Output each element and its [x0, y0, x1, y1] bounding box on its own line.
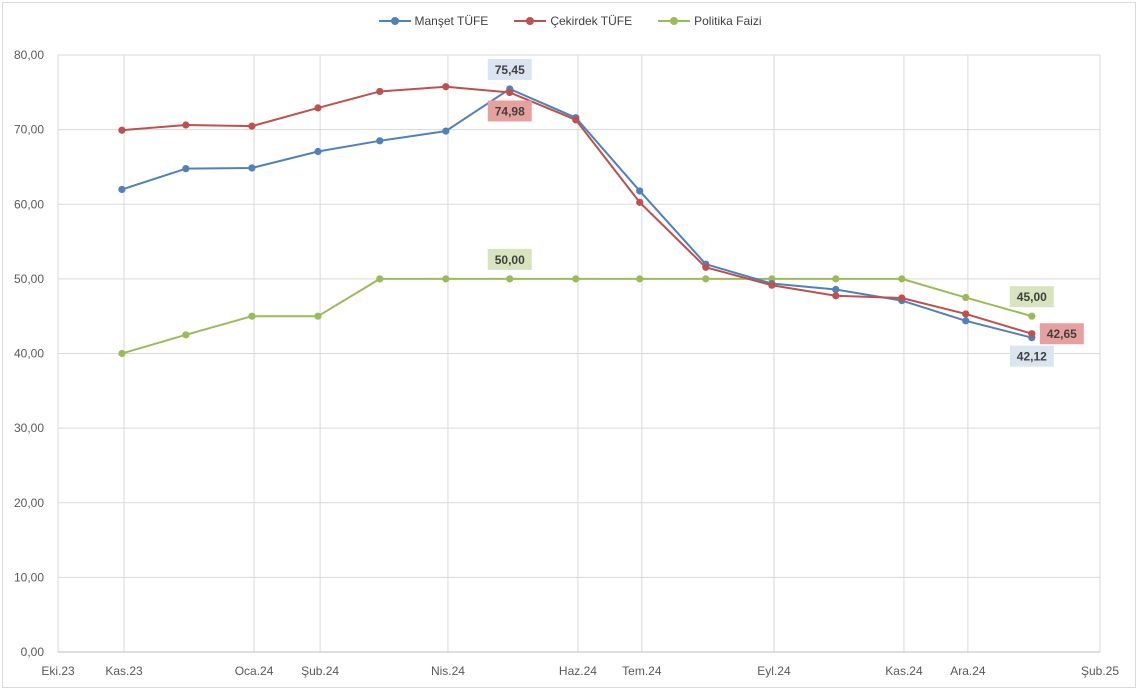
legend-marker: [378, 16, 411, 26]
data-point: [314, 147, 322, 156]
data-label-background: [487, 100, 532, 122]
data-point: [1028, 330, 1036, 338]
data-label: 42,12: [1017, 350, 1047, 364]
y-tick-label: 40,00: [14, 347, 44, 361]
data-point: [636, 187, 644, 195]
x-tick-label: Eyl.24: [757, 664, 791, 678]
x-tick-label: Şub.24: [301, 664, 339, 678]
data-point: [118, 349, 126, 358]
legend-label: Manşet TÜFE: [414, 14, 489, 28]
data-point: [962, 293, 970, 302]
data-label: 42,65: [1047, 327, 1077, 341]
data-point: [248, 122, 256, 130]
y-tick-label: 60,00: [14, 197, 44, 211]
data-point: [248, 164, 256, 172]
x-tick-label: Kas.23: [105, 664, 143, 678]
x-tick-label: Şub.25: [1081, 664, 1119, 678]
data-point: [898, 294, 906, 302]
y-tick-label: 30,00: [14, 421, 44, 435]
series-line: [121, 87, 1033, 339]
data-point: [702, 263, 710, 271]
data-label: 50,00: [495, 253, 525, 267]
data-point: [506, 88, 514, 97]
x-tick-label: Ara.24: [950, 664, 986, 678]
legend-marker: [658, 16, 691, 26]
x-tick-label: Haz.24: [559, 664, 597, 678]
data-point: [898, 275, 906, 283]
series-line: [121, 85, 1033, 335]
x-tick-label: Eki.23: [41, 664, 75, 678]
data-point: [442, 83, 450, 91]
data-point: [248, 312, 256, 320]
data-point: [376, 87, 384, 96]
data-point: [182, 165, 190, 173]
data-label: 45,00: [1017, 290, 1047, 304]
legend-item: Çekirdek TÜFE: [514, 14, 632, 28]
data-label-background: [487, 58, 532, 80]
data-point: [506, 275, 514, 283]
x-tick-label: Tem.24: [622, 664, 662, 678]
data-point: [376, 137, 384, 145]
x-tick-label: Kas.24: [885, 664, 923, 678]
data-point: [832, 285, 840, 294]
legend-label: Politika Faizi: [694, 14, 762, 28]
data-point: [962, 310, 970, 318]
x-tick-label: Nis.24: [431, 664, 465, 678]
data-point: [182, 121, 190, 129]
legend-item: Manşet TÜFE: [378, 14, 489, 28]
y-tick-label: 70,00: [14, 123, 44, 137]
data-point: [832, 275, 840, 283]
data-label-background: [1009, 286, 1054, 308]
data-label-background: [1039, 323, 1084, 345]
data-point: [118, 126, 126, 134]
data-label: 75,45: [495, 63, 525, 77]
y-tick-label: 0,00: [21, 645, 45, 659]
data-point: [314, 104, 322, 112]
y-tick-label: 80,00: [14, 48, 44, 62]
series-line: [121, 277, 1033, 355]
data-point: [962, 317, 970, 325]
data-point: [1028, 312, 1036, 320]
y-tick-label: 10,00: [14, 570, 44, 584]
x-tick-label: Oca.24: [235, 664, 274, 678]
data-label-background: [487, 248, 532, 270]
data-point: [572, 275, 580, 283]
data-point: [182, 331, 190, 339]
y-tick-label: 20,00: [14, 496, 44, 510]
data-label-background: [1009, 345, 1054, 367]
data-label: 74,98: [495, 104, 525, 118]
chart-legend: Manşet TÜFE Çekirdek TÜFE Politika Faizi: [0, 14, 1140, 28]
data-point: [442, 127, 450, 135]
data-point: [572, 116, 580, 124]
data-point: [376, 275, 384, 283]
y-tick-label: 50,00: [14, 272, 44, 286]
legend-marker: [514, 16, 547, 26]
data-point: [636, 198, 644, 206]
data-point: [442, 275, 450, 283]
data-point: [636, 275, 644, 283]
data-point: [118, 185, 126, 194]
data-point: [702, 275, 710, 283]
legend-item: Politika Faizi: [658, 14, 761, 28]
data-point: [832, 292, 840, 300]
data-point: [314, 312, 322, 320]
legend-label: Çekirdek TÜFE: [550, 14, 633, 28]
data-point: [768, 281, 776, 289]
